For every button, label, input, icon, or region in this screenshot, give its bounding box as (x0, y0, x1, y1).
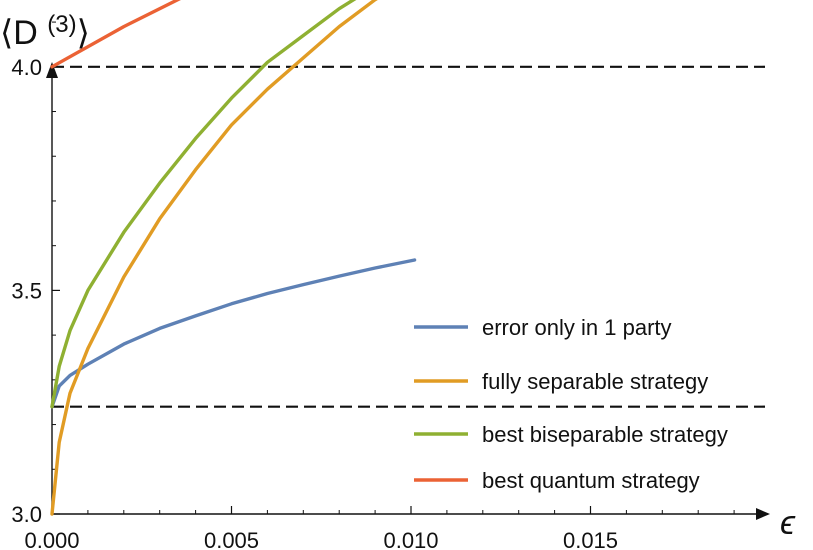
series-line (50, 0, 181, 69)
legend-label: error only in 1 party (482, 315, 672, 340)
y-axis-title-bracket: ⟩ (77, 14, 90, 52)
series-line (50, 258, 417, 409)
y-axis-arrow (46, 62, 58, 78)
x-tick-label: 0.015 (563, 528, 618, 550)
y-axis-title: ⟨D (3)⟩ (0, 11, 90, 52)
series-line (50, 0, 378, 516)
y-tick-label: 3.5 (11, 278, 42, 303)
x-tick-label: 0.000 (24, 528, 79, 550)
y-axis-title-base: ⟨D (0, 14, 38, 52)
x-tick-label: 0.010 (383, 528, 438, 550)
x-axis-arrow (756, 508, 770, 520)
y-axis-title-superscript: (3) (47, 11, 76, 38)
legend-label: best biseparable strategy (482, 422, 728, 447)
legend-label: fully separable strategy (482, 369, 708, 394)
legend-label: best quantum strategy (482, 468, 700, 493)
legend: error only in 1 party fully separable str… (414, 315, 728, 493)
x-axis-title: ϵ (780, 504, 796, 542)
x-tick-label: 0.005 (204, 528, 259, 550)
series-line (50, 0, 357, 409)
y-tick-label: 3.0 (11, 502, 42, 527)
y-tick-label: 4.0 (11, 55, 42, 80)
